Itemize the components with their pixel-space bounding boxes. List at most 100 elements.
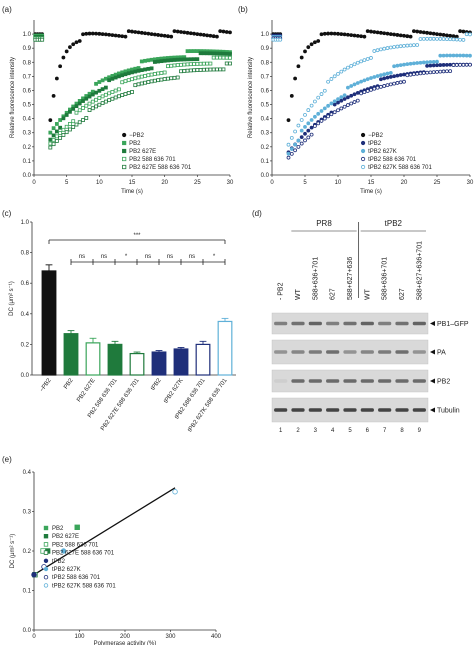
y-tick-label: 1.0 <box>261 32 270 38</box>
data-point <box>342 104 347 109</box>
category-label: −PB2 <box>39 377 53 393</box>
data-point <box>411 43 416 48</box>
data-point <box>378 30 383 35</box>
data-point <box>375 30 380 35</box>
data-point <box>392 45 397 49</box>
data-point <box>382 72 387 77</box>
data-point <box>378 47 383 52</box>
blot-band <box>308 408 322 412</box>
lane-label: 627 <box>399 288 406 300</box>
data-point <box>185 49 190 54</box>
data-point <box>152 32 157 37</box>
data-point <box>54 129 59 134</box>
data-point <box>97 88 102 93</box>
data-point <box>425 30 430 35</box>
y-tick-label: 0.2 <box>23 145 32 151</box>
data-point <box>385 31 390 36</box>
x-tick-label: 0 <box>32 634 36 640</box>
data-point <box>90 106 95 111</box>
data-point <box>205 67 210 72</box>
data-point <box>215 67 219 72</box>
data-point <box>441 33 446 37</box>
data-point <box>468 32 472 37</box>
data-point <box>107 32 112 37</box>
data-point <box>345 95 350 100</box>
data-point <box>179 30 183 34</box>
lane-label: WT <box>295 288 302 300</box>
bar <box>107 343 123 376</box>
x-axis-title: Polymerase activity (%) <box>94 641 157 645</box>
data-point <box>201 33 206 37</box>
data-point <box>218 55 223 60</box>
data-point <box>405 62 410 67</box>
data-point <box>388 32 393 36</box>
data-point <box>303 49 307 54</box>
data-point <box>61 116 66 121</box>
data-point <box>365 57 370 61</box>
data-point <box>172 58 177 62</box>
data-point <box>192 31 196 36</box>
y-tick-label: 0.4 <box>23 470 32 476</box>
data-point <box>133 83 138 88</box>
chart-a: 0.0 0.1 0.2 0.3 0.4 0.5 0.6 0.7 0.8 0.9 1.0 0 5 10 15 2… <box>10 20 234 195</box>
row-label: PA <box>437 350 446 357</box>
data-point <box>48 130 53 135</box>
y-tick-label: 0.6 <box>23 88 32 94</box>
data-point <box>448 62 453 67</box>
data-point <box>126 78 131 83</box>
data-point <box>51 142 56 147</box>
data-point <box>428 70 433 75</box>
category-label: PB2 627E <box>76 378 96 404</box>
data-point <box>425 60 430 65</box>
blot-band <box>412 321 426 326</box>
data-point <box>51 126 56 131</box>
data-point <box>97 31 102 36</box>
data-point <box>120 34 125 39</box>
data-point <box>205 33 210 38</box>
data-point <box>192 57 196 62</box>
data-point <box>402 33 406 38</box>
data-point <box>74 524 80 530</box>
data-point <box>77 39 82 43</box>
data-point <box>329 112 334 117</box>
data-point <box>431 70 436 74</box>
legend-marker <box>360 164 366 170</box>
bar <box>63 333 79 376</box>
lane-number: 4 <box>331 428 335 434</box>
y-tick-label: 0.3 <box>23 131 32 137</box>
data-point <box>81 118 85 122</box>
data-point <box>299 118 304 122</box>
legend-label: −PB2 <box>129 133 145 139</box>
data-point <box>289 93 294 98</box>
data-point <box>195 68 200 72</box>
data-point <box>365 77 370 82</box>
data-point <box>339 106 344 111</box>
data-point <box>444 69 449 74</box>
data-point <box>146 31 151 36</box>
data-point <box>64 130 69 135</box>
data-point <box>208 51 213 56</box>
data-point <box>188 68 193 73</box>
data-point <box>60 548 67 554</box>
data-point <box>418 60 423 65</box>
sig-label: ns <box>145 254 151 260</box>
data-point <box>175 57 180 62</box>
data-point <box>133 30 138 34</box>
lane-number: 2 <box>296 428 300 434</box>
data-point <box>152 72 157 76</box>
blot-band <box>343 408 357 412</box>
data-point <box>58 135 63 140</box>
data-point <box>169 76 174 81</box>
data-point <box>143 58 147 63</box>
data-point <box>375 48 380 53</box>
legend-label: tPB2 627K <box>52 567 81 573</box>
data-point <box>438 37 443 41</box>
legend-marker <box>43 558 49 563</box>
data-point <box>166 76 170 81</box>
data-point <box>107 78 112 83</box>
data-point <box>169 63 174 68</box>
data-point <box>64 124 69 129</box>
data-point <box>130 29 134 34</box>
y-tick-label: 0.6 <box>261 88 270 94</box>
data-point <box>51 133 56 138</box>
